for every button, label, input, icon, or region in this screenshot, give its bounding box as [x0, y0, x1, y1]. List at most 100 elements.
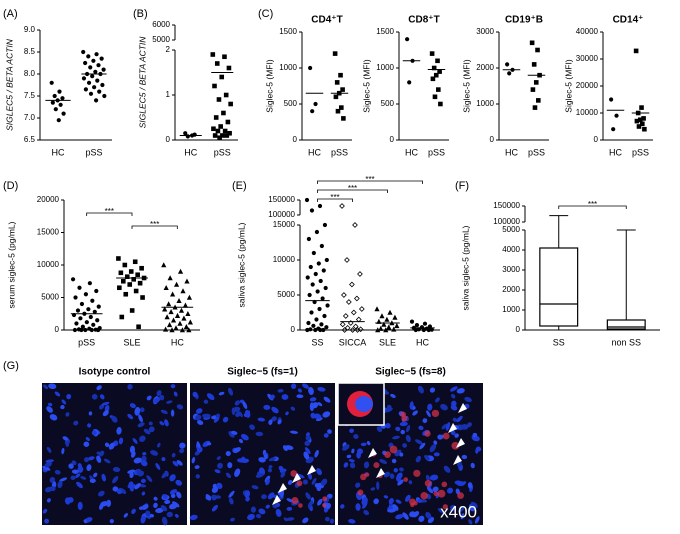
nucleus [265, 479, 270, 486]
data-point [349, 281, 355, 288]
nucleus [286, 517, 295, 521]
nucleus [305, 492, 311, 500]
nucleus [106, 499, 112, 507]
nucleus [138, 414, 143, 423]
nucleus [112, 476, 119, 484]
signal [442, 432, 450, 440]
data-point [338, 72, 343, 78]
data-point [119, 314, 125, 320]
nucleus [155, 463, 161, 470]
data-point [223, 92, 229, 98]
nucleus [129, 472, 134, 479]
nucleus [242, 401, 248, 409]
data-point [535, 47, 540, 53]
nucleus [391, 458, 397, 464]
nucleus [112, 486, 119, 492]
nucleus [405, 434, 411, 443]
nucleus [424, 454, 430, 461]
y-tick-label: 1000 [279, 63, 297, 72]
data-point [137, 280, 143, 286]
nucleus [393, 467, 399, 473]
nucleus [408, 480, 413, 485]
data-point [315, 289, 320, 294]
data-point [305, 275, 310, 280]
nucleus [96, 385, 102, 391]
panel-label: (E) [232, 180, 247, 192]
x-tick-label: pSS [85, 147, 102, 157]
data-point [213, 115, 219, 120]
y-tick-label: 2000 [502, 285, 520, 294]
nucleus [234, 468, 241, 477]
nucleus [98, 404, 105, 410]
nucleus [426, 486, 434, 494]
nucleus [317, 402, 323, 407]
y-axis-label: saliva siglec-5 (pg/mL) [460, 225, 470, 310]
nucleus [161, 516, 168, 526]
nucleus [108, 442, 115, 450]
data-point [323, 285, 328, 291]
nucleus [244, 409, 251, 418]
nucleus [86, 464, 92, 472]
data-point [507, 71, 512, 76]
nucleus [351, 448, 355, 454]
nucleus [409, 401, 414, 410]
nucleus [77, 466, 84, 473]
nucleus [429, 444, 437, 453]
nucleus [412, 511, 420, 518]
data-point [212, 133, 218, 138]
data-point [173, 281, 180, 287]
nucleus [176, 460, 183, 466]
signal [409, 498, 416, 506]
data-point [314, 229, 320, 235]
nucleus [346, 454, 352, 459]
nucleus [233, 447, 241, 453]
nucleus [395, 499, 402, 504]
data-point [94, 52, 99, 57]
nucleus [303, 451, 310, 460]
data-point [127, 282, 133, 287]
data-point [437, 69, 442, 74]
nucleus [161, 471, 169, 479]
nucleus [414, 439, 423, 445]
data-point [132, 259, 138, 265]
nucleus [131, 508, 136, 515]
nucleus [429, 387, 436, 393]
nucleus [277, 388, 284, 393]
nucleus [73, 420, 79, 426]
nucleus [472, 432, 478, 438]
data-point [176, 297, 182, 304]
data-point [101, 67, 106, 72]
nucleus [464, 396, 472, 403]
data-point [91, 322, 96, 327]
nucleus [70, 475, 76, 480]
nucleus [265, 504, 270, 509]
data-point [228, 101, 233, 107]
signal [420, 492, 428, 500]
data-point [170, 317, 177, 323]
nucleus [457, 461, 462, 467]
nucleus [397, 479, 404, 486]
data-point [429, 327, 434, 332]
nucleus [450, 405, 458, 411]
nucleus [232, 406, 241, 413]
data-point [118, 270, 124, 276]
chart-title: CD4⁺T [311, 15, 342, 26]
nucleus [432, 486, 439, 493]
nucleus [290, 406, 296, 411]
nucleus [139, 435, 146, 442]
nucleus [103, 458, 111, 464]
nucleus [349, 428, 354, 433]
nucleus [405, 425, 411, 433]
micrograph [42, 383, 187, 526]
nucleus [111, 415, 118, 423]
data-point [387, 309, 393, 315]
nucleus [267, 468, 272, 473]
nucleus [456, 481, 465, 487]
data-point [95, 318, 100, 323]
nucleus [139, 407, 145, 413]
nucleus [118, 437, 124, 445]
data-point [358, 306, 365, 312]
data-point [95, 78, 100, 83]
data-point [70, 277, 76, 282]
